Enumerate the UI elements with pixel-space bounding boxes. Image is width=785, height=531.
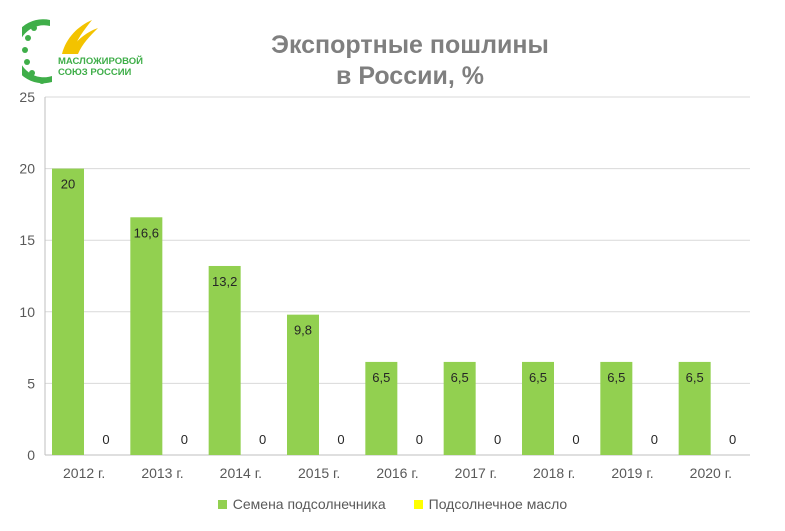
data-label-oil: 0 — [181, 432, 188, 447]
bar-seeds — [130, 217, 163, 455]
y-tick-label: 15 — [19, 232, 35, 248]
legend-item-oil: Подсолнечное масло — [413, 496, 568, 512]
data-label-seeds: 16,6 — [134, 225, 159, 240]
data-label-seeds: 6,5 — [529, 370, 547, 385]
x-tick-label: 2014 г. — [220, 465, 262, 481]
data-label-oil: 0 — [729, 432, 736, 447]
y-tick-label: 10 — [19, 304, 35, 320]
data-label-oil: 0 — [337, 432, 344, 447]
logo-emblem: МАСЛОЖИРОВОЙ СОЮЗ РОССИИ — [11, 19, 143, 84]
x-tick-label: 2018 г. — [533, 465, 575, 481]
data-label-seeds: 6,5 — [686, 370, 704, 385]
legend-swatch-seeds — [217, 499, 227, 509]
data-label-oil: 0 — [259, 432, 266, 447]
y-tick-label: 5 — [27, 375, 35, 391]
chart-title-line2: в России, % — [336, 62, 484, 90]
x-tick-label: 2013 г. — [141, 465, 183, 481]
bar-seeds — [52, 168, 84, 455]
data-label-oil: 0 — [494, 432, 501, 447]
bar-seeds — [287, 314, 319, 455]
legend-item-seeds: Семена подсолнечника — [217, 496, 386, 512]
x-tick-label: 2017 г. — [455, 465, 497, 481]
logo-text-line2: СОЮЗ РОССИИ — [58, 67, 132, 78]
data-label-oil: 0 — [416, 432, 423, 447]
logo-text-line1: МАСЛОЖИРОВОЙ — [58, 55, 143, 67]
x-tick-label: 2016 г. — [376, 465, 418, 481]
bar-seeds — [365, 361, 398, 455]
bar-seeds — [443, 361, 476, 455]
y-tick-label: 20 — [19, 161, 35, 177]
data-label-seeds: 9,8 — [294, 323, 312, 338]
legend-label-seeds: Семена подсолнечника — [232, 496, 386, 512]
data-label-oil: 0 — [572, 432, 579, 447]
chart-legend: Семена подсолнечника Подсолнечное масло — [0, 496, 785, 512]
chart-title: Экспортные пошлины в России, % — [160, 30, 660, 92]
bar-seeds — [208, 265, 241, 455]
data-label-seeds: 6,5 — [372, 370, 390, 385]
legend-swatch-oil — [413, 499, 423, 509]
data-label-oil: 0 — [651, 432, 658, 447]
bar-seeds — [678, 361, 711, 455]
chart-title-line1: Экспортные пошлины — [271, 31, 549, 59]
y-tick-label: 25 — [19, 89, 35, 105]
data-label-seeds: 6,5 — [607, 370, 625, 385]
bar-seeds — [522, 361, 554, 455]
data-label-seeds: 20 — [61, 177, 75, 192]
company-logo: МАСЛОЖИРОВОЙ СОЮЗ РОССИИ — [11, 14, 146, 90]
legend-label-oil: Подсолнечное масло — [428, 496, 568, 512]
bar-seeds — [600, 361, 633, 455]
x-tick-label: 2012 г. — [63, 465, 105, 481]
data-label-oil: 0 — [102, 432, 109, 447]
data-label-seeds: 13,2 — [212, 274, 237, 289]
x-tick-label: 2015 г. — [298, 465, 340, 481]
x-tick-label: 2020 г. — [690, 465, 732, 481]
y-tick-label: 0 — [27, 447, 35, 463]
x-tick-label: 2019 г. — [611, 465, 653, 481]
data-label-seeds: 6,5 — [451, 370, 469, 385]
